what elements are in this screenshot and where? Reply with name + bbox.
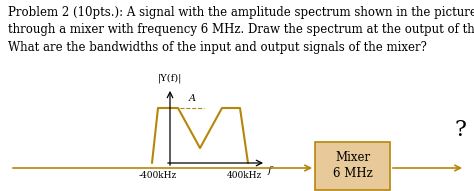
Text: 6 MHz: 6 MHz [333,167,373,180]
Text: f: f [268,166,272,175]
Text: ?: ? [454,119,466,141]
Text: -400kHz: -400kHz [139,171,177,180]
Text: Mixer: Mixer [335,151,370,164]
FancyBboxPatch shape [315,142,390,190]
Text: Problem 2 (10pts.): A signal with the amplitude spectrum shown in the picture be: Problem 2 (10pts.): A signal with the am… [8,6,474,54]
Text: 400kHz: 400kHz [227,171,262,180]
Text: |Y(f)|: |Y(f)| [158,73,182,83]
Text: A: A [189,94,195,103]
